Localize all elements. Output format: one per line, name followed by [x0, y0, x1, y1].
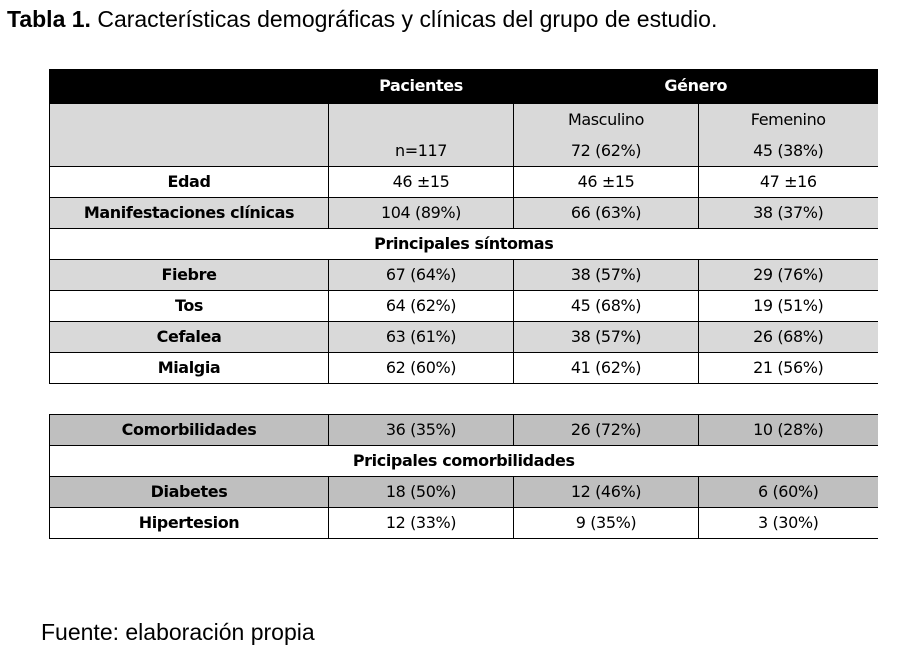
cell-masculino: 38 (57%): [513, 321, 699, 353]
table-row: Diabetes 18 (50%) 12 (46%) 6 (60%): [49, 476, 878, 508]
cell-masculino: 12 (46%): [513, 476, 699, 508]
cell-masculino: 45 (68%): [513, 290, 699, 322]
subheader-n-total: n=117: [394, 140, 448, 160]
row-label: Fiebre: [49, 259, 329, 291]
subheader-masculino-n: 72 (62%): [570, 140, 642, 160]
cell-femenino: 47 ±16: [698, 166, 878, 198]
row-label: Mialgia: [49, 352, 329, 384]
cell-masculino: 41 (62%): [513, 352, 699, 384]
header-genero: Género: [513, 69, 878, 104]
subheader-total: n=117: [328, 103, 514, 167]
cell-masculino: 9 (35%): [513, 507, 699, 539]
row-label: Comorbilidades: [49, 414, 329, 446]
table-subheader-row: n=117 Masculino 72 (62%) Femenino 45 (38…: [49, 103, 878, 167]
header-empty-cell: [49, 69, 329, 104]
header-pacientes: Pacientes: [328, 69, 514, 104]
table-row: Cefalea 63 (61%) 38 (57%) 26 (68%): [49, 321, 878, 353]
section-row-comorbidities: Pricipales comorbilidades: [49, 445, 878, 477]
section-row-symptoms: Principales síntomas: [49, 228, 878, 260]
row-label: Diabetes: [49, 476, 329, 508]
source-note: Fuente: elaboración propia: [41, 619, 315, 645]
table-row: Mialgia 62 (60%) 41 (62%) 21 (56%): [49, 352, 878, 384]
spacer-cell: [49, 383, 878, 415]
subheader-femenino-n: 45 (38%): [753, 140, 824, 160]
row-label: Edad: [49, 166, 329, 198]
cell-masculino: 46 ±15: [513, 166, 699, 198]
table-row: Fiebre 67 (64%) 38 (57%) 29 (76%): [49, 259, 878, 291]
cell-pacientes: 62 (60%): [328, 352, 514, 384]
cell-masculino: 26 (72%): [513, 414, 699, 446]
cell-femenino: 29 (76%): [698, 259, 878, 291]
cell-femenino: 21 (56%): [698, 352, 878, 384]
cell-pacientes: 18 (50%): [328, 476, 514, 508]
row-label: Tos: [49, 290, 329, 322]
cell-femenino: 3 (30%): [698, 507, 878, 539]
section-title-symptoms: Principales síntomas: [49, 228, 878, 260]
row-label: Manifestaciones clínicas: [49, 197, 329, 229]
demographics-table: Pacientes Género n=117 Masculino 72 (62%…: [49, 69, 878, 539]
cell-femenino: 6 (60%): [698, 476, 878, 508]
cell-pacientes: 12 (33%): [328, 507, 514, 539]
row-label: Cefalea: [49, 321, 329, 353]
spacer-row: [49, 383, 878, 415]
cell-pacientes: 46 ±15: [328, 166, 514, 198]
subheader-femenino: Femenino 45 (38%): [698, 103, 878, 167]
cell-masculino: 66 (63%): [513, 197, 699, 229]
cell-masculino: 38 (57%): [513, 259, 699, 291]
section-title-comorbidities: Pricipales comorbilidades: [49, 445, 878, 477]
cell-femenino: 19 (51%): [698, 290, 878, 322]
subheader-masculino: Masculino 72 (62%): [513, 103, 699, 167]
cell-femenino: 38 (37%): [698, 197, 878, 229]
caption-label: Tabla 1.: [7, 6, 91, 32]
cell-pacientes: 104 (89%): [328, 197, 514, 229]
table-header-row: Pacientes Género: [49, 69, 878, 104]
row-label: Hipertesion: [49, 507, 329, 539]
cell-pacientes: 67 (64%): [328, 259, 514, 291]
cell-femenino: 26 (68%): [698, 321, 878, 353]
subheader-femenino-label: Femenino: [750, 109, 826, 129]
cell-femenino: 10 (28%): [698, 414, 878, 446]
table-caption: Tabla 1. Características demográficas y …: [7, 4, 717, 34]
caption-text: Características demográficas y clínicas …: [97, 6, 718, 32]
cell-pacientes: 36 (35%): [328, 414, 514, 446]
cell-pacientes: 63 (61%): [328, 321, 514, 353]
table-row: Manifestaciones clínicas 104 (89%) 66 (6…: [49, 197, 878, 229]
subheader-masculino-label: Masculino: [567, 109, 645, 129]
table-row: Tos 64 (62%) 45 (68%) 19 (51%): [49, 290, 878, 322]
table-row: Comorbilidades 36 (35%) 26 (72%) 10 (28%…: [49, 414, 878, 446]
table-row: Edad 46 ±15 46 ±15 47 ±16: [49, 166, 878, 198]
cell-pacientes: 64 (62%): [328, 290, 514, 322]
table-row: Hipertesion 12 (33%) 9 (35%) 3 (30%): [49, 507, 878, 539]
subheader-empty-cell: [49, 103, 329, 167]
